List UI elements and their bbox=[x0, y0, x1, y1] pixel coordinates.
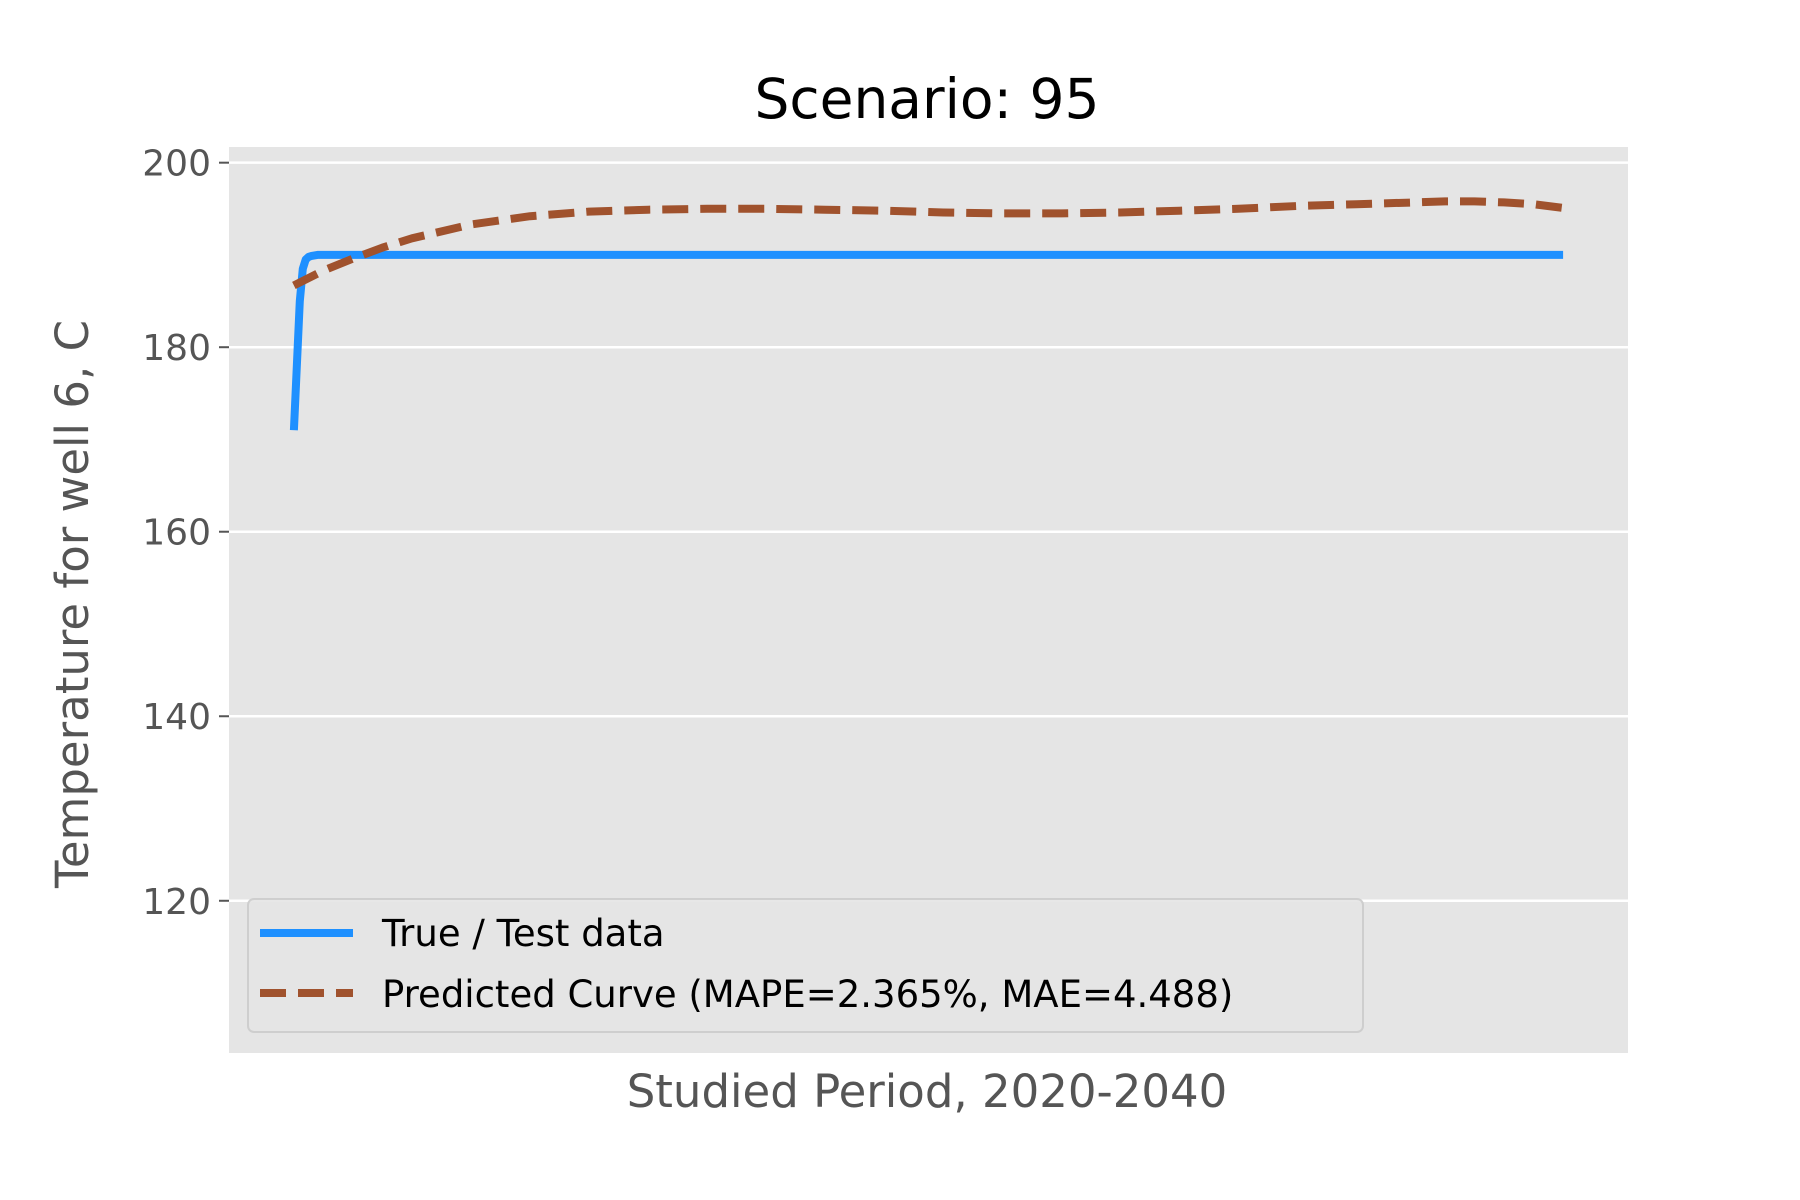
legend-label-true: True / Test data bbox=[381, 912, 665, 955]
x-axis-label: Studied Period, 2020-2040 bbox=[627, 1065, 1228, 1118]
legend: True / Test data Predicted Curve (MAPE=2… bbox=[247, 898, 1364, 1033]
y-tick-label: 180 bbox=[142, 328, 211, 369]
legend-box bbox=[247, 898, 1364, 1033]
y-tick-label: 120 bbox=[142, 882, 211, 923]
y-tick-label: 160 bbox=[142, 513, 211, 554]
y-tick-label: 140 bbox=[142, 697, 211, 738]
series-lines bbox=[289, 197, 1564, 431]
y-axis-ticks: 120 140 160 180 200 bbox=[142, 144, 229, 923]
chart-title: Scenario: 95 bbox=[754, 67, 1099, 131]
y-tick-label: 200 bbox=[142, 144, 211, 185]
y-axis-label: Temperature for well 6, C bbox=[46, 320, 99, 889]
legend-label-predicted: Predicted Curve (MAPE=2.365%, MAE=4.488) bbox=[382, 973, 1233, 1016]
series-line-true bbox=[289, 250, 1564, 431]
series-line-predicted bbox=[292, 197, 1564, 289]
